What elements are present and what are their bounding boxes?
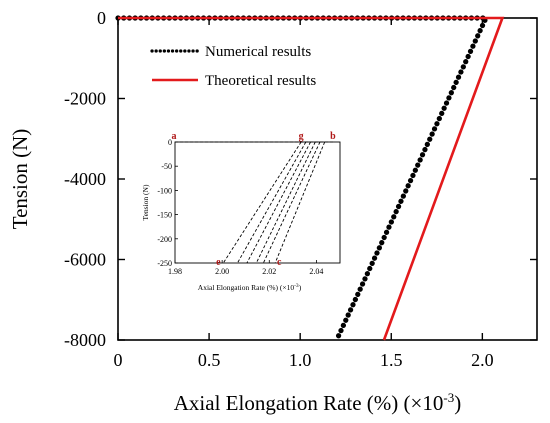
inset-dashed-line <box>222 141 302 264</box>
inset-x-axis-title: Axial Elongation Rate (%) (×10-3) <box>198 283 302 292</box>
inset-point-label: g <box>299 131 304 142</box>
inset-x-tick-label: 2.04 <box>309 267 323 276</box>
inset-y-axis-title: Tension (N) <box>141 184 150 220</box>
inset-point-label: a <box>172 131 177 142</box>
inset-y-tick-label: -250 <box>157 259 172 268</box>
y-tick-label: -6000 <box>64 250 106 270</box>
y-tick-label: -2000 <box>64 89 106 109</box>
inset-x-tick-label: 2.02 <box>262 267 276 276</box>
y-axis-title: Tension (N) <box>8 129 32 230</box>
inset-dashed-line <box>237 141 307 264</box>
theoretical-results-line <box>118 16 505 341</box>
inset-plot: 1.98 2.00 2.02 2.04 0 -50 -100 -150 -200 -250 Axia… <box>133 126 345 301</box>
inset-y-tick-label: -200 <box>157 235 172 244</box>
inset-x-tick-label: 1.98 <box>168 267 182 276</box>
y-tick-label: 0 <box>97 8 106 28</box>
main-plot: 0 0.5 1.0 1.5 2.00-2000-4000-6000-8000Axial … <box>8 8 538 415</box>
x-tick-label: 1.5 <box>380 350 403 370</box>
inset-y-tick-label: -50 <box>161 162 172 171</box>
inset-y-tick-label: -100 <box>157 186 172 195</box>
inset-dashed-line <box>246 141 311 264</box>
inset-dashed-line <box>274 141 326 264</box>
inset-y-tick-label: 0 <box>168 138 172 147</box>
inset-dashed-line <box>255 141 316 264</box>
inset-point-label: c <box>277 257 282 268</box>
legend-label: Theoretical results <box>205 73 316 89</box>
y-tick-label: -4000 <box>64 169 106 189</box>
inset-y-tick-label: -150 <box>157 211 172 220</box>
x-tick-label: 0.5 <box>198 350 221 370</box>
inset-point-label: b <box>330 131 336 142</box>
x-tick-label: 0 <box>114 350 123 370</box>
legend-label: Numerical results <box>205 44 311 60</box>
inset-x-tick-label: 2.00 <box>215 267 229 276</box>
inset-background <box>133 126 345 301</box>
y-tick-label: -8000 <box>64 330 106 350</box>
inset-dashed-line <box>262 141 321 264</box>
x-axis-title: Axial Elongation Rate (%) (×10-3) <box>174 390 461 415</box>
x-tick-label: 1.0 <box>289 350 312 370</box>
inset-point-label: e <box>216 257 221 268</box>
x-tick-label: 2.0 <box>471 350 494 370</box>
